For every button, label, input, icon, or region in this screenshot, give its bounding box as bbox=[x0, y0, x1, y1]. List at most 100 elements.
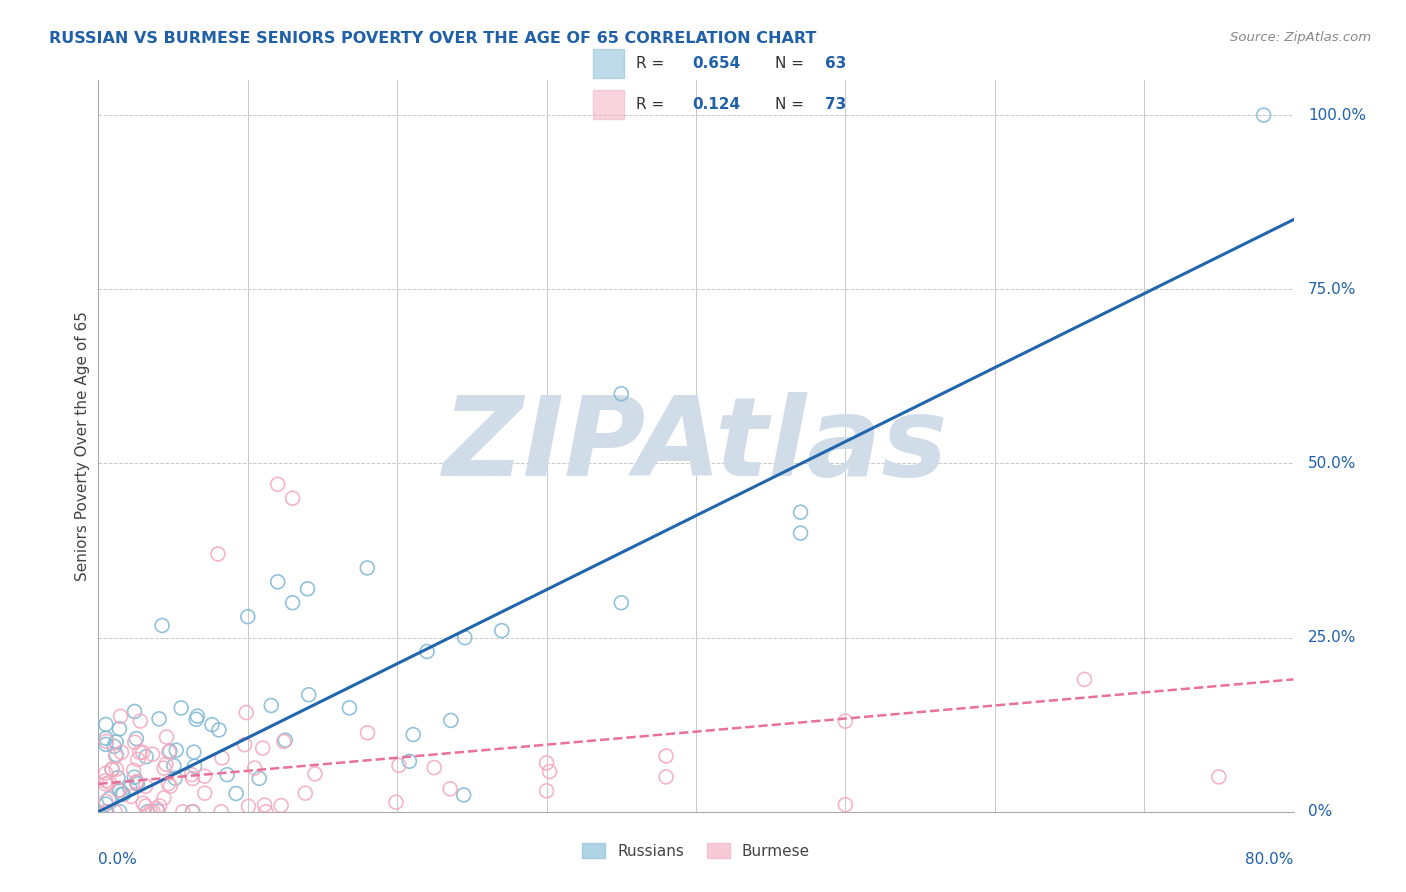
Text: R =: R = bbox=[636, 56, 669, 70]
Point bbox=[163, 758, 186, 772]
Point bbox=[159, 779, 181, 793]
Point bbox=[253, 797, 276, 812]
Point bbox=[150, 618, 173, 632]
Point bbox=[124, 770, 146, 784]
Point bbox=[159, 744, 181, 758]
Text: 25.0%: 25.0% bbox=[1308, 630, 1357, 645]
Point bbox=[610, 386, 633, 401]
Point bbox=[110, 746, 132, 760]
Point bbox=[304, 767, 326, 781]
Text: N =: N = bbox=[775, 56, 808, 70]
Point bbox=[183, 745, 205, 759]
Point bbox=[536, 784, 558, 798]
Point bbox=[536, 756, 558, 770]
Point bbox=[247, 772, 270, 786]
Text: RUSSIAN VS BURMESE SENIORS POVERTY OVER THE AGE OF 65 CORRELATION CHART: RUSSIAN VS BURMESE SENIORS POVERTY OVER … bbox=[49, 31, 817, 46]
Text: R =: R = bbox=[636, 97, 669, 112]
Bar bbox=[593, 90, 624, 119]
Point bbox=[98, 775, 121, 789]
Point bbox=[453, 788, 475, 802]
Point bbox=[273, 734, 295, 748]
Point bbox=[136, 805, 159, 819]
Point bbox=[270, 798, 292, 813]
Point bbox=[233, 738, 256, 752]
Point bbox=[96, 734, 118, 748]
Point bbox=[267, 477, 290, 491]
Point bbox=[274, 733, 297, 747]
Point bbox=[125, 774, 148, 789]
Point bbox=[94, 794, 117, 808]
Point bbox=[194, 786, 217, 800]
Point bbox=[208, 723, 231, 737]
Point bbox=[132, 796, 155, 810]
Point bbox=[142, 805, 165, 819]
Text: 0.124: 0.124 bbox=[692, 97, 740, 112]
Point bbox=[385, 795, 408, 809]
Point bbox=[236, 609, 259, 624]
Point bbox=[267, 574, 290, 589]
Point bbox=[207, 547, 229, 561]
Point bbox=[1073, 673, 1095, 687]
Point bbox=[148, 798, 170, 813]
Point bbox=[789, 505, 811, 519]
Y-axis label: Seniors Poverty Over the Age of 65: Seniors Poverty Over the Age of 65 bbox=[75, 311, 90, 581]
Point bbox=[96, 805, 118, 819]
Point bbox=[94, 766, 117, 780]
Point bbox=[281, 596, 304, 610]
Point bbox=[356, 726, 378, 740]
Point bbox=[157, 745, 180, 759]
Point bbox=[170, 701, 193, 715]
Point bbox=[439, 781, 461, 796]
Point bbox=[110, 709, 132, 723]
Text: 0.654: 0.654 bbox=[692, 56, 740, 70]
Point bbox=[254, 805, 277, 819]
Point bbox=[135, 779, 157, 793]
Point bbox=[423, 761, 446, 775]
Point bbox=[1208, 770, 1230, 784]
Point bbox=[416, 644, 439, 658]
Point bbox=[125, 731, 148, 746]
Bar bbox=[593, 49, 624, 78]
Point bbox=[238, 799, 260, 814]
Point bbox=[103, 739, 125, 754]
Point bbox=[94, 773, 117, 788]
Point bbox=[180, 767, 202, 781]
Point bbox=[145, 802, 167, 816]
Point bbox=[281, 491, 304, 506]
Text: 50.0%: 50.0% bbox=[1308, 456, 1357, 471]
Point bbox=[157, 777, 180, 791]
Point bbox=[440, 714, 463, 728]
Point bbox=[834, 714, 856, 728]
Point bbox=[398, 754, 420, 768]
Point bbox=[298, 688, 321, 702]
Point bbox=[94, 777, 117, 791]
Point bbox=[655, 770, 678, 784]
Text: 73: 73 bbox=[825, 97, 846, 112]
Point bbox=[94, 731, 117, 746]
Point bbox=[454, 631, 477, 645]
Point bbox=[193, 769, 215, 783]
Text: 80.0%: 80.0% bbox=[1246, 852, 1294, 867]
Point bbox=[128, 745, 150, 759]
Point bbox=[94, 805, 117, 819]
Text: ZIPAtlas: ZIPAtlas bbox=[443, 392, 949, 500]
Point bbox=[211, 751, 233, 765]
Point bbox=[107, 771, 129, 785]
Point bbox=[105, 735, 128, 749]
Point bbox=[155, 757, 177, 772]
Point bbox=[294, 786, 316, 800]
Point bbox=[402, 727, 425, 741]
Point bbox=[104, 805, 127, 819]
Point bbox=[297, 582, 319, 596]
Point bbox=[186, 709, 208, 723]
Point bbox=[260, 698, 283, 713]
Point bbox=[789, 526, 811, 541]
Point bbox=[201, 717, 224, 731]
Legend: Russians, Burmese: Russians, Burmese bbox=[574, 835, 818, 866]
Point bbox=[139, 805, 162, 819]
Point bbox=[146, 804, 169, 818]
Text: N =: N = bbox=[775, 97, 808, 112]
Text: 0%: 0% bbox=[1308, 805, 1331, 819]
Point bbox=[105, 762, 128, 776]
Point bbox=[94, 717, 117, 731]
